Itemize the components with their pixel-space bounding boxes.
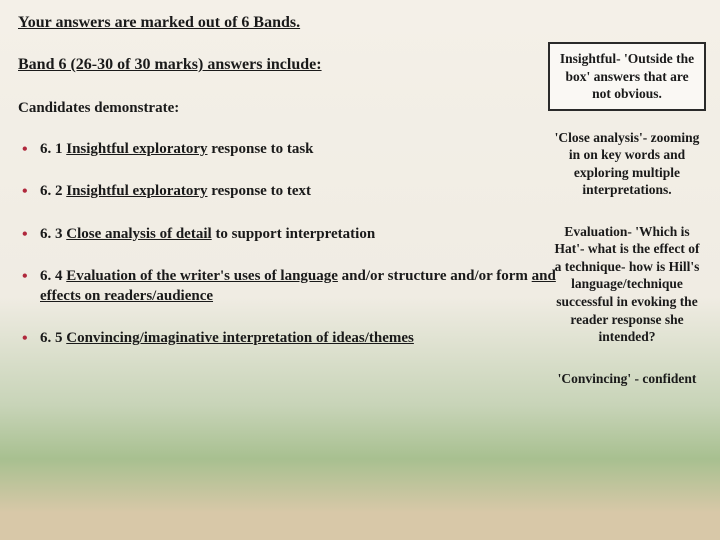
list-item: 6. 3 Close analysis of detail to support…	[22, 224, 558, 244]
callout-lead: Evaluation-	[564, 224, 632, 239]
item-rest: to support interpretation	[212, 226, 375, 242]
callout-convincing: 'Convincing' - confident	[548, 364, 706, 394]
item-underline: Convincing/imaginative interpretation of…	[66, 330, 414, 346]
callout-lead: 'Convincing' -	[558, 371, 639, 386]
item-number: 6. 5	[40, 330, 66, 346]
item-underline: Insightful exploratory	[66, 183, 207, 199]
item-underline: Insightful exploratory	[66, 141, 207, 157]
list-item: 6. 1 Insightful exploratory response to …	[22, 139, 558, 159]
slide: Your answers are marked out of 6 Bands. …	[0, 0, 720, 540]
callout-body: confident	[639, 371, 696, 386]
item-number: 6. 4	[40, 268, 66, 284]
main-column: Your answers are marked out of 6 Bands. …	[18, 14, 558, 371]
candidates-label: Candidates demonstrate:	[18, 100, 558, 117]
item-number: 6. 2	[40, 183, 66, 199]
page-title: Your answers are marked out of 6 Bands.	[18, 14, 558, 32]
callout-evaluation: Evaluation- 'Which is Hat'- what is the …	[548, 217, 706, 352]
list-item: 6. 2 Insightful exploratory response to …	[22, 181, 558, 201]
band-subtitle: Band 6 (26-30 of 30 marks) answers inclu…	[18, 56, 558, 74]
callout-lead: 'Close analysis'-	[555, 130, 648, 145]
criteria-list: 6. 1 Insightful exploratory response to …	[18, 139, 558, 349]
list-item: 6. 4 Evaluation of the writer's uses of …	[22, 266, 558, 307]
item-number: 6. 1	[40, 141, 66, 157]
callout-body: 'Which is Hat'- what is the effect of a …	[554, 224, 699, 344]
item-number: 6. 3	[40, 226, 66, 242]
callout-insightful: Insightful- 'Outside the box' answers th…	[548, 42, 706, 111]
item-rest: response to text	[208, 183, 311, 199]
list-item: 6. 5 Convincing/imaginative interpretati…	[22, 328, 558, 348]
callout-lead: Insightful-	[560, 51, 621, 66]
item-rest: and/or structure and/or form	[338, 268, 532, 284]
item-underline: Evaluation of the writer's uses of langu…	[66, 268, 338, 284]
item-rest: response to task	[208, 141, 314, 157]
side-column: Insightful- 'Outside the box' answers th…	[548, 42, 706, 405]
item-underline: Close analysis of detail	[66, 226, 211, 242]
callout-close-analysis: 'Close analysis'- zooming in on key word…	[548, 123, 706, 205]
